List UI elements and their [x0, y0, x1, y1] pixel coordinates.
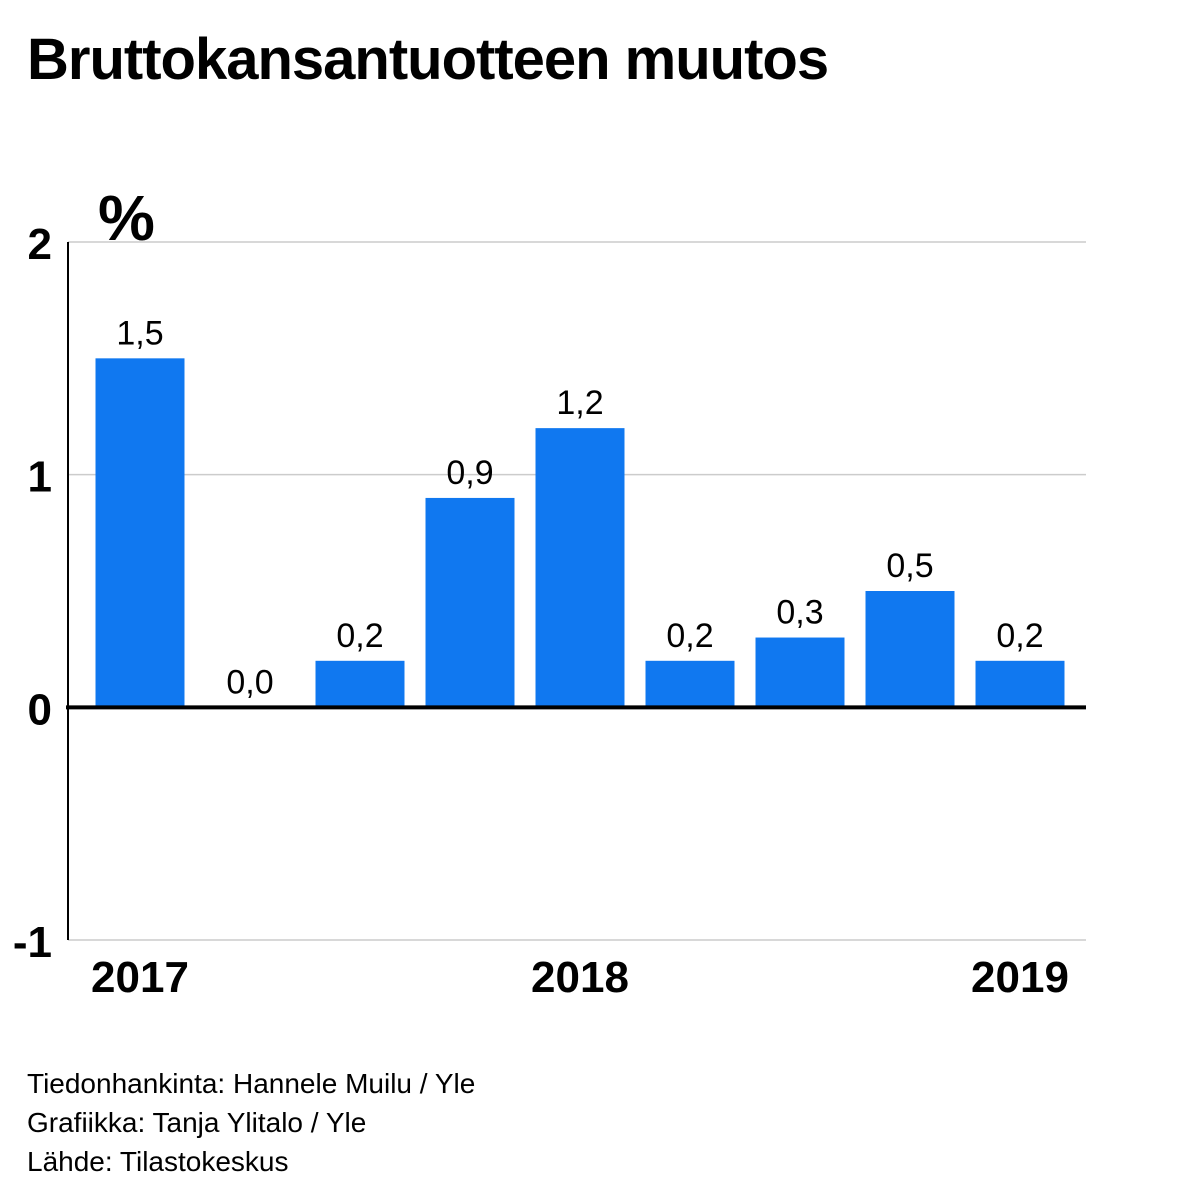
y-tick-label-3: -1 — [13, 918, 52, 967]
bar-5 — [645, 660, 735, 708]
bar-2 — [315, 660, 405, 708]
y-axis-unit-label: % — [98, 182, 155, 254]
value-label-1: 0,0 — [226, 663, 273, 701]
y-tick-label-2: 0 — [28, 685, 52, 734]
x-tick-label-2: 2019 — [971, 953, 1069, 1002]
bar-3 — [425, 497, 515, 708]
bar-6 — [755, 637, 845, 708]
y-tick-labels: 2 1 0 -1 — [13, 220, 52, 967]
credit-data: Tiedonhankinta: Hannele Muilu / Yle — [27, 1068, 476, 1099]
bars — [95, 358, 1065, 708]
x-tick-labels: 2017 2018 2019 — [91, 953, 1069, 1002]
value-label-7: 0,5 — [886, 547, 933, 585]
chart-title: Bruttokansantuotteen muutos — [27, 27, 829, 92]
value-label-5: 0,2 — [666, 617, 713, 655]
value-label-3: 0,9 — [446, 454, 493, 492]
bar-0 — [95, 358, 185, 708]
credit-graphics: Grafiikka: Tanja Ylitalo / Yle — [27, 1107, 367, 1138]
value-labels: 1,5 0,0 0,2 0,9 1,2 0,2 0,3 0,5 0,2 — [116, 314, 1043, 701]
credits: Tiedonhankinta: Hannele Muilu / Yle Graf… — [27, 1064, 475, 1181]
value-label-8: 0,2 — [996, 617, 1043, 655]
x-tick-label-1: 2018 — [531, 953, 629, 1002]
axes — [66, 242, 1086, 940]
x-tick-label-0: 2017 — [91, 953, 189, 1002]
bar-chart: 1,50,00,20,91,20,20,30,50,2 210-1 2017 20… — [13, 182, 1086, 1002]
value-label-0: 1,5 — [116, 314, 163, 352]
y-tick-label-0: 2 — [28, 220, 52, 269]
bar-8 — [975, 660, 1065, 708]
value-label-4: 1,2 — [556, 384, 603, 422]
credit-source: Lähde: Tilastokeskus — [27, 1146, 289, 1177]
bar-4 — [535, 428, 625, 708]
bar-7 — [865, 591, 955, 708]
value-label-6: 0,3 — [776, 594, 823, 632]
y-tick-label-1: 1 — [28, 453, 52, 502]
value-label-2: 0,2 — [336, 617, 383, 655]
